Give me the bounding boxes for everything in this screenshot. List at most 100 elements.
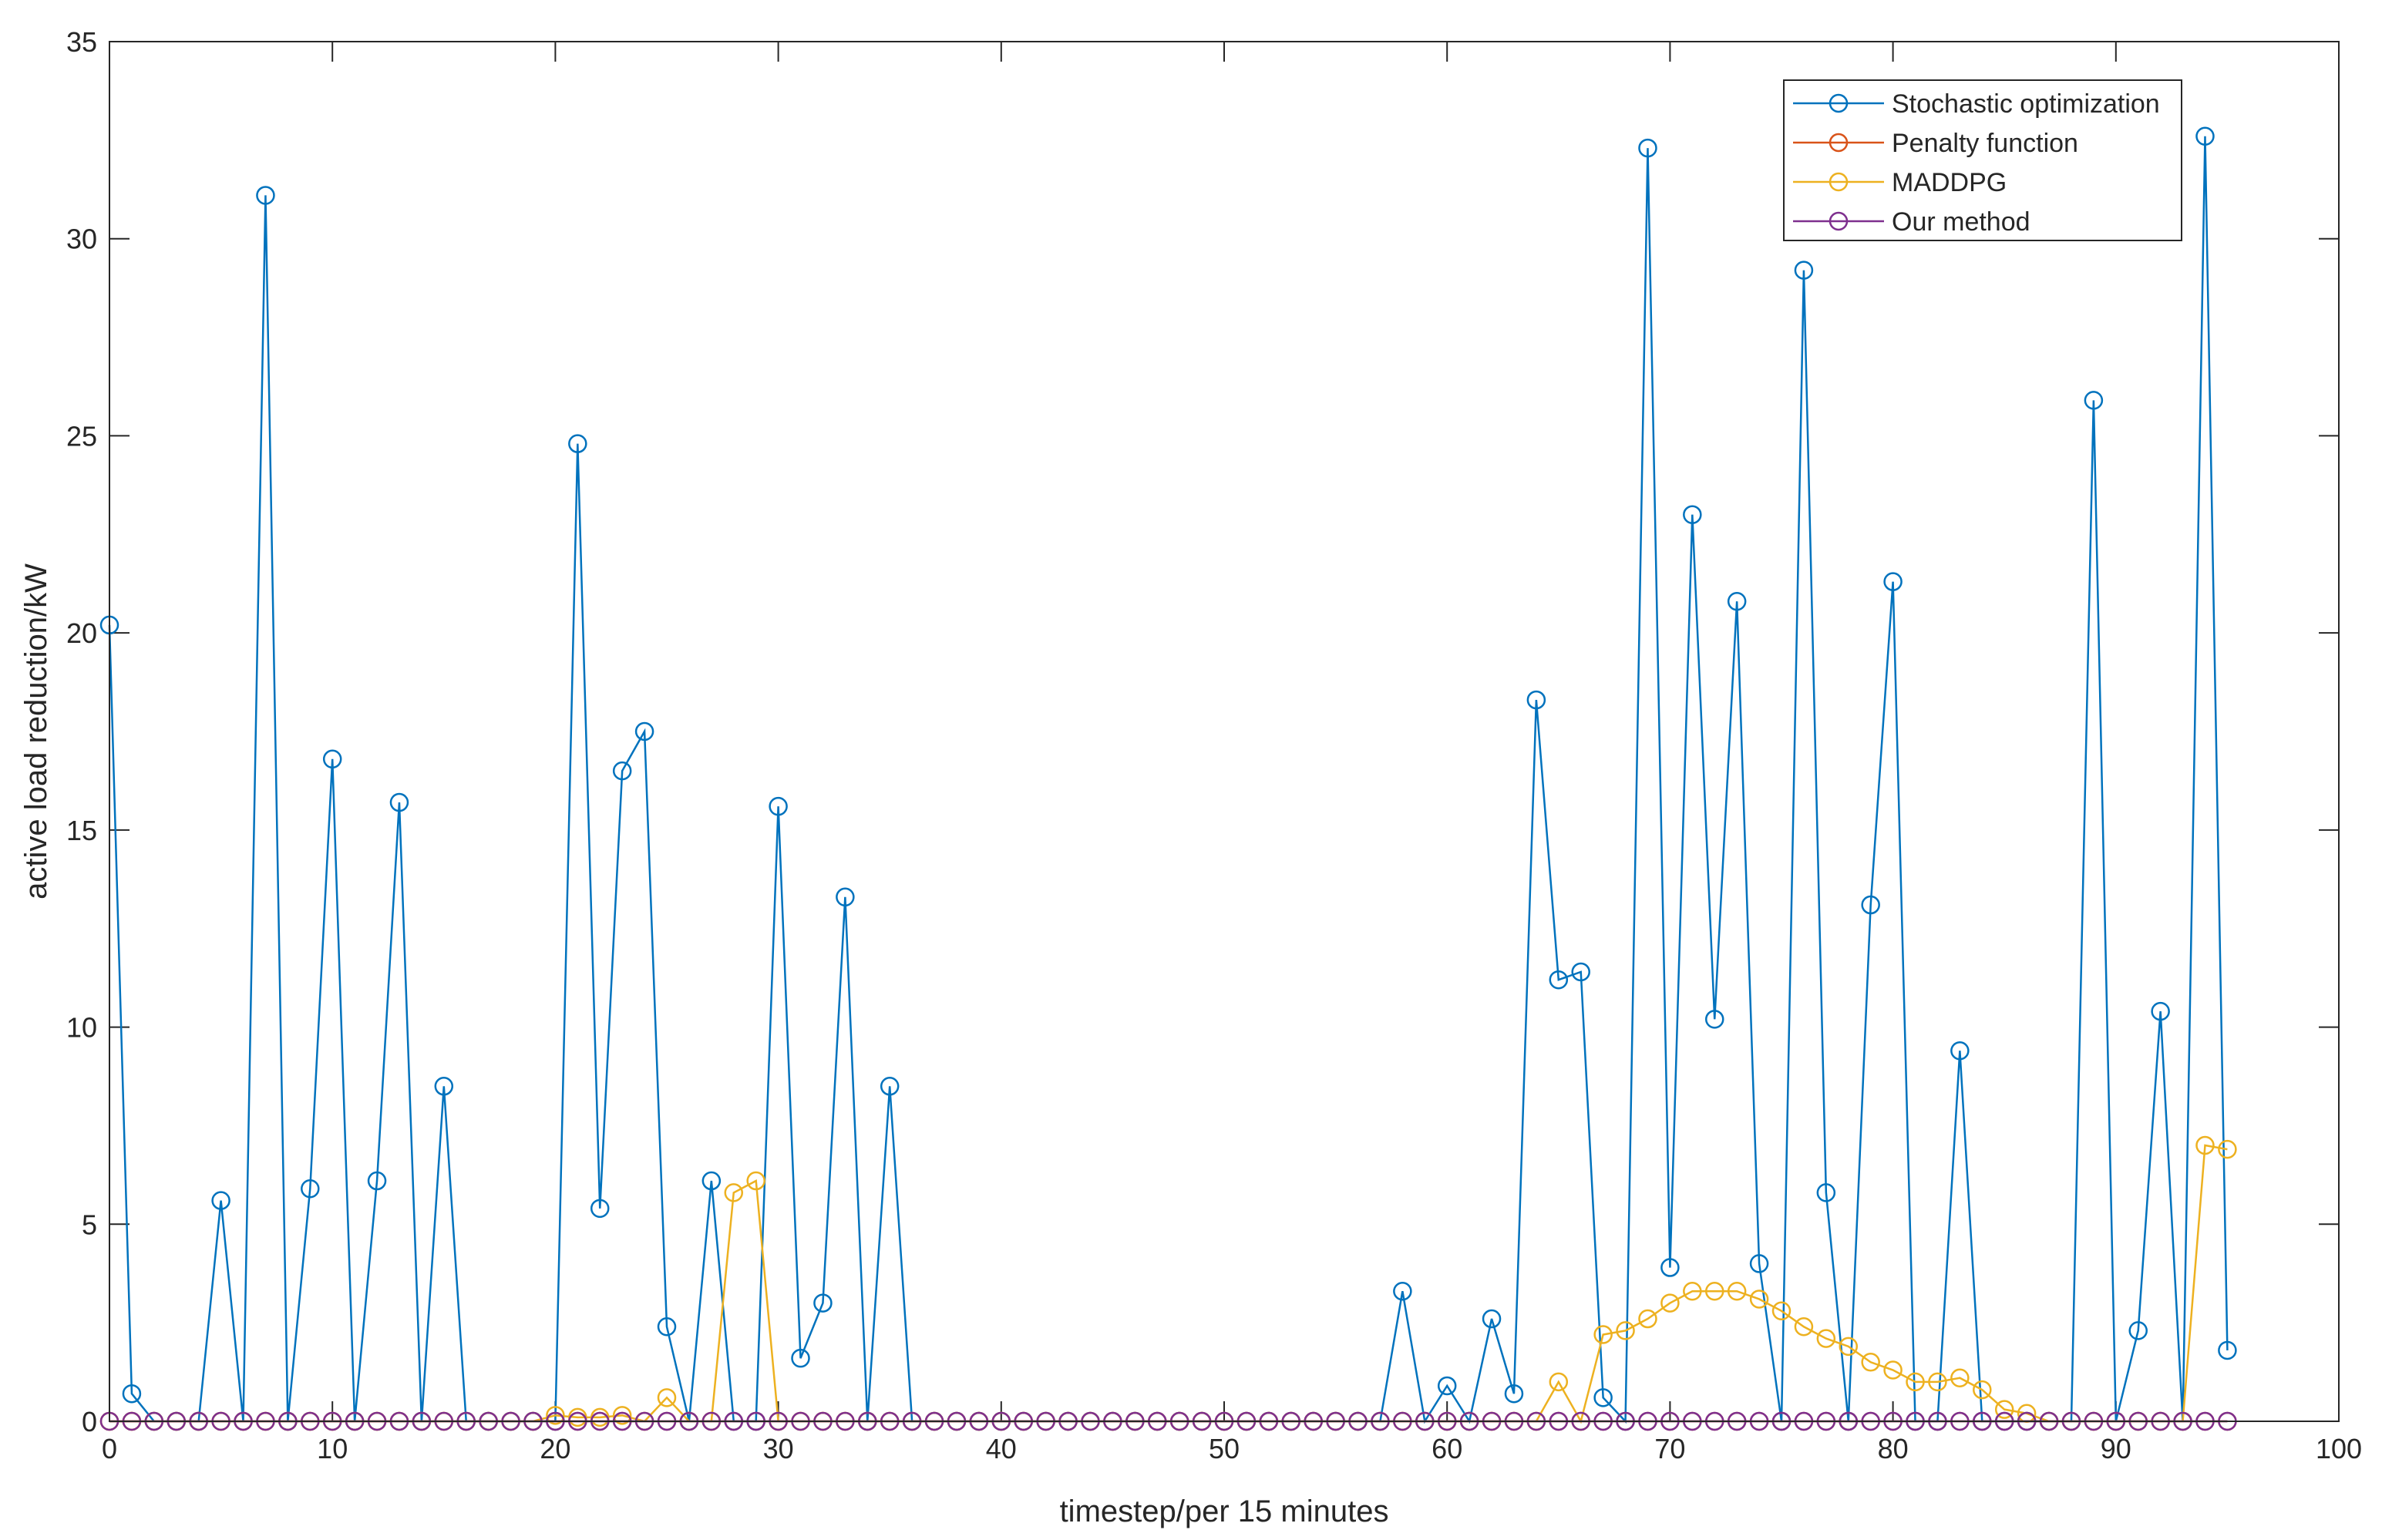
data-point <box>1393 1281 1412 1301</box>
legend-marker <box>1829 93 1849 113</box>
data-point <box>122 1384 142 1404</box>
data-point <box>2218 1340 2237 1360</box>
y-tick-label: 15 <box>66 815 97 846</box>
data-point <box>1549 970 1569 990</box>
x-tick-label: 20 <box>540 1433 570 1464</box>
x-tick-label: 50 <box>1209 1433 1240 1464</box>
data-point <box>1683 505 1702 524</box>
data-point <box>1816 1329 1836 1348</box>
data-point <box>1704 1281 1724 1301</box>
data-point <box>791 1348 810 1368</box>
data-point <box>2151 1001 2170 1021</box>
data-point <box>1794 1317 1814 1337</box>
data-point <box>2195 126 2215 146</box>
data-point <box>657 1388 677 1407</box>
data-point <box>2084 391 2104 410</box>
data-point <box>367 1171 387 1191</box>
data-point <box>1571 962 1590 982</box>
data-point <box>2218 1139 2237 1159</box>
data-point <box>1883 1360 1903 1380</box>
data-point <box>389 792 409 812</box>
legend-label: MADDPG <box>1892 168 2007 197</box>
y-tick-label: 0 <box>82 1406 97 1437</box>
legend-marker <box>1829 172 1849 192</box>
data-point <box>211 1191 230 1210</box>
x-tick-label: 60 <box>1432 1433 1462 1464</box>
data-point <box>322 749 342 769</box>
data-point <box>1861 1353 1880 1372</box>
data-point <box>1526 690 1546 710</box>
data-point <box>546 1406 565 1425</box>
data-point <box>769 796 788 816</box>
data-point <box>590 1199 610 1219</box>
data-point <box>1437 1376 1457 1396</box>
x-tick-label: 10 <box>317 1433 348 1464</box>
x-tick-label: 90 <box>2101 1433 2131 1464</box>
data-point <box>612 761 632 781</box>
legend-item: Our method <box>1793 207 2030 237</box>
legend-label: Our method <box>1892 207 2030 237</box>
data-point <box>724 1183 744 1202</box>
data-point <box>1704 1010 1724 1029</box>
x-tick-label: 70 <box>1654 1433 1685 1464</box>
data-point <box>657 1317 677 1337</box>
data-point <box>1994 1400 2014 1419</box>
data-point <box>612 1406 632 1425</box>
legend-item: Stochastic optimization <box>1793 89 2160 119</box>
y-tick-label: 10 <box>66 1012 97 1044</box>
legend-marker <box>1829 133 1849 153</box>
data-point <box>1816 1183 1836 1202</box>
data-point <box>1660 1293 1680 1313</box>
data-point <box>256 186 275 205</box>
data-point <box>1683 1281 1702 1301</box>
x-tick-label: 30 <box>763 1433 794 1464</box>
y-tick-label: 25 <box>66 420 97 452</box>
legend-marker <box>1829 211 1849 231</box>
legend-label: Penalty function <box>1892 129 2078 158</box>
y-tick-label: 35 <box>66 26 97 58</box>
data-point <box>1504 1384 1524 1404</box>
data-point <box>1928 1372 1947 1392</box>
data-point <box>746 1171 765 1191</box>
data-point <box>1861 895 1880 915</box>
data-point <box>1950 1368 1970 1387</box>
data-point <box>1727 1281 1747 1301</box>
data-point <box>701 1171 722 1191</box>
data-point <box>880 1077 900 1096</box>
data-point <box>434 1077 454 1096</box>
data-point <box>1660 1258 1680 1277</box>
data-point <box>2128 1321 2148 1340</box>
legend-item: Penalty function <box>1793 129 2078 158</box>
x-tick-label: 0 <box>102 1433 117 1464</box>
plot-frame <box>109 41 2340 1422</box>
legend-box <box>1783 79 2182 241</box>
y-tick-label: 5 <box>82 1209 97 1240</box>
data-point <box>1549 1372 1569 1392</box>
data-point <box>568 434 587 453</box>
y-tick-label: 30 <box>66 224 97 255</box>
data-point <box>1906 1372 1925 1392</box>
data-point <box>836 887 855 907</box>
plot-area <box>109 42 2339 1421</box>
y-tick-label: 20 <box>66 617 97 649</box>
x-tick-label: 80 <box>1878 1433 1909 1464</box>
data-point <box>1593 1325 1613 1344</box>
x-axis-label: timestep/per 15 minutes <box>1060 1495 1389 1528</box>
data-point <box>1749 1254 1769 1273</box>
x-tick-label: 40 <box>986 1433 1017 1464</box>
data-point <box>1973 1380 1992 1400</box>
y-axis-label: active load reduction/kW <box>19 563 53 899</box>
legend-item: MADDPG <box>1793 168 2007 197</box>
legend-label: Stochastic optimization <box>1892 89 2160 119</box>
data-point <box>1839 1337 1859 1357</box>
data-point <box>1950 1041 1970 1061</box>
data-point <box>1638 138 1657 158</box>
data-point <box>301 1179 320 1199</box>
data-point <box>1616 1321 1635 1340</box>
data-point <box>1482 1309 1502 1329</box>
data-point <box>634 721 654 741</box>
data-point <box>813 1293 833 1313</box>
data-point <box>1749 1289 1769 1309</box>
data-point <box>1638 1309 1657 1329</box>
